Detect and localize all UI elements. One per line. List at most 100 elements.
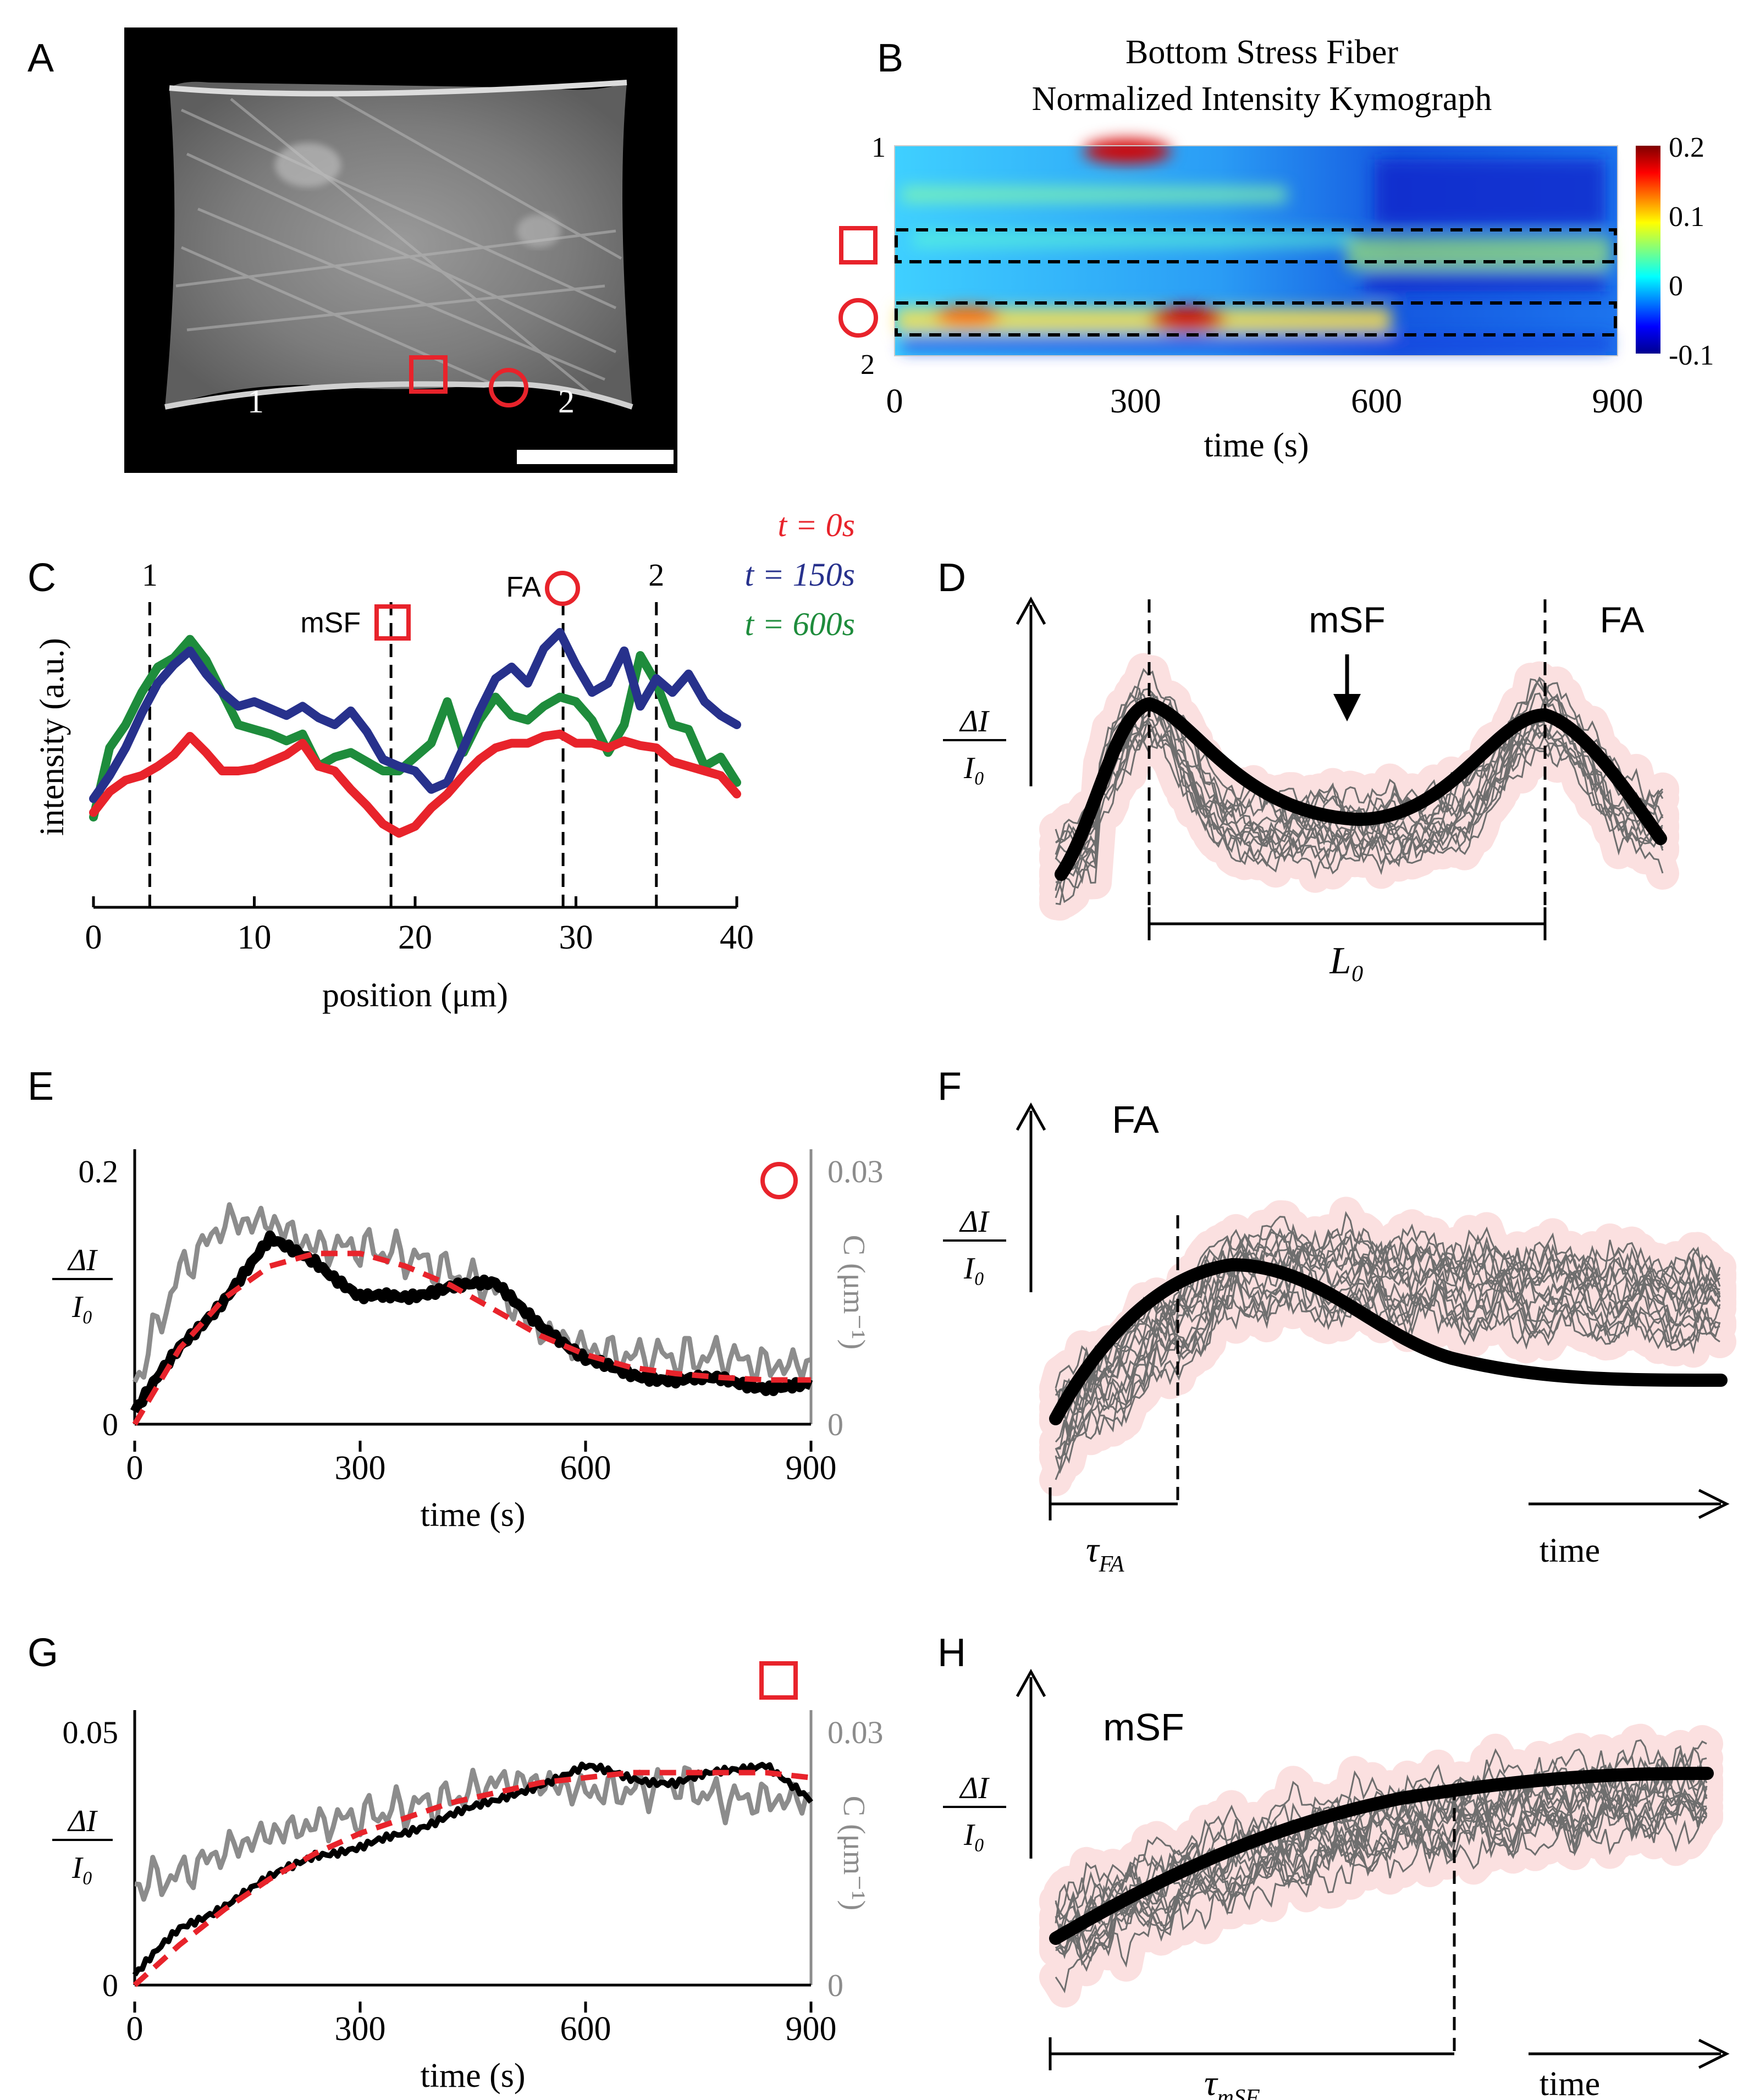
x-tick-label: 300 — [335, 1449, 386, 1487]
tau-label: τmSF — [1204, 2063, 1260, 2100]
colorbar-tick-label: 0.2 — [1669, 132, 1704, 163]
x-axis-ticks: 0 300 600 900 — [126, 1441, 837, 1487]
reference-label: mSF — [300, 607, 361, 639]
x-axis-ticks: 0 10 20 30 40 — [85, 896, 754, 956]
y-tick-label: 0 — [102, 1407, 118, 1442]
series-lines — [132, 1761, 813, 1987]
square-region-box — [895, 228, 1617, 263]
x-tick-label: 300 — [1110, 383, 1161, 420]
legend-entry: t = 600s — [744, 606, 855, 642]
fit-line — [133, 1770, 812, 1987]
y-label-fraction: ΔI I₀ — [52, 1243, 113, 1324]
trace-line — [1055, 1291, 1720, 1480]
trace-line — [1055, 712, 1663, 877]
tau-label: τFA — [1086, 1530, 1124, 1577]
x-tick-label: 300 — [335, 2010, 386, 2048]
y-ticks: 0 0.2 0 0.03 — [79, 1154, 884, 1442]
svg-text:ΔI: ΔI — [959, 1205, 990, 1239]
right-axis-label: C (μm⁻¹) — [837, 1235, 871, 1350]
x-tick-label: 0 — [886, 383, 903, 420]
circle-marker — [760, 1162, 798, 1199]
x-tick-label: 0 — [126, 1449, 144, 1487]
panel-letter: A — [27, 36, 54, 80]
svg-text:ΔI: ΔI — [959, 1771, 990, 1805]
y-tick-label: 0.2 — [79, 1154, 119, 1189]
arrow-head-icon — [1698, 2038, 1730, 2069]
panel-d: D ΔI I₀ mSF FA L₀ — [937, 556, 1679, 982]
svg-text:I₀: I₀ — [963, 1818, 985, 1852]
top-edge-fiber — [169, 80, 627, 97]
trace-line — [1055, 1746, 1707, 1923]
colorbar — [1636, 146, 1660, 354]
y-tick-label-right: 0 — [827, 1967, 843, 2003]
svg-text:I₀: I₀ — [71, 1851, 93, 1885]
panel-g: G 0 0.05 0 0.03 0 300 600 900 ΔI I₀ C (μm⁻¹) t… — [27, 1631, 884, 2095]
series-line — [89, 635, 741, 822]
panel-letter: G — [27, 1631, 58, 1675]
panel-a: A 1 2 — [27, 27, 677, 473]
trace-line — [1055, 731, 1664, 903]
reference-lines: 1 mSF FA 2 — [142, 557, 664, 907]
x-tick-label: 900 — [1592, 383, 1643, 420]
x-tick-label: 10 — [238, 919, 272, 956]
svg-text:I₀: I₀ — [71, 1290, 93, 1324]
y-axis-label: intensity (a.u.) — [34, 638, 71, 836]
circle-marker — [545, 571, 580, 606]
panel-h: H ΔI I₀ mSF τmSF time — [937, 1631, 1730, 2100]
colorbar-ticks: 0.2 0.1 0 -0.1 — [1669, 132, 1714, 371]
curvature-line — [132, 1202, 812, 1384]
y-tick-label: 0 — [102, 1967, 118, 2003]
colorbar-tick-label: 0 — [1669, 271, 1683, 302]
curvature-line — [134, 1765, 812, 1902]
trace-line — [1055, 668, 1664, 855]
panel-c: C 0 10 20 30 40 position (μm) intensity (a.u… — [27, 507, 855, 1014]
colorbar-tick-label: 0.1 — [1669, 201, 1704, 233]
y-label-fraction: ΔI I₀ — [52, 1804, 113, 1885]
kymo-label-1: 1 — [871, 132, 886, 163]
panel-letter: B — [877, 36, 903, 80]
arrow-head-icon — [1016, 596, 1046, 625]
x-tick-label: 20 — [398, 919, 432, 956]
reference-label: 1 — [142, 557, 158, 593]
svg-text:ΔI: ΔI — [67, 1804, 98, 1838]
series-line — [89, 628, 741, 803]
trace-line — [1055, 1227, 1720, 1403]
fa-label: FA — [1112, 1098, 1159, 1141]
chart-title-line1: Bottom Stress Fiber — [1125, 34, 1398, 71]
trace-line — [1055, 1270, 1721, 1474]
series-line — [89, 729, 741, 838]
chart-title-line2: Normalized Intensity Kymograph — [1032, 80, 1492, 118]
x-axis-ticks: 0 300 600 900 — [126, 2002, 837, 2048]
panel-b: B Bottom Stress Fiber Normalized Intensi… — [838, 34, 1714, 464]
y-label-fraction: ΔI I₀ — [943, 704, 1006, 785]
x-tick-label: 0 — [126, 2010, 144, 2048]
x-tick-label: 30 — [559, 919, 593, 956]
scale-bar — [517, 450, 674, 464]
colorbar-tick-label: -0.1 — [1669, 340, 1714, 371]
fa-label: FA — [1600, 599, 1645, 640]
mean-curve — [1049, 1258, 1728, 1425]
down-arrow-head-icon — [1333, 694, 1361, 721]
kymograph-frame — [894, 145, 1618, 356]
panel-letter: F — [937, 1065, 962, 1109]
y-label-fraction: ΔI I₀ — [943, 1205, 1006, 1286]
length-label: L₀ — [1329, 940, 1364, 982]
stress-fibers — [175, 92, 622, 397]
square-marker — [759, 1661, 798, 1700]
y-label-fraction: ΔI I₀ — [943, 1771, 1006, 1852]
y-tick-label-right: 0.03 — [827, 1715, 884, 1750]
trace-line — [1055, 1211, 1721, 1388]
x-tick-label: 0 — [85, 919, 102, 956]
x-tick-label: 40 — [720, 919, 754, 956]
circle-marker — [838, 298, 878, 338]
trace-line — [1055, 676, 1664, 850]
reference-label: 2 — [648, 557, 664, 593]
mean-curve — [1049, 1767, 1714, 1945]
circle-marker — [489, 368, 528, 407]
square-marker — [839, 226, 878, 264]
trace-line — [1055, 1238, 1720, 1431]
x-axis-label: time (s) — [420, 1496, 525, 1534]
time-label: time — [1540, 2065, 1600, 2100]
arrow-head-icon — [1698, 1489, 1730, 1519]
